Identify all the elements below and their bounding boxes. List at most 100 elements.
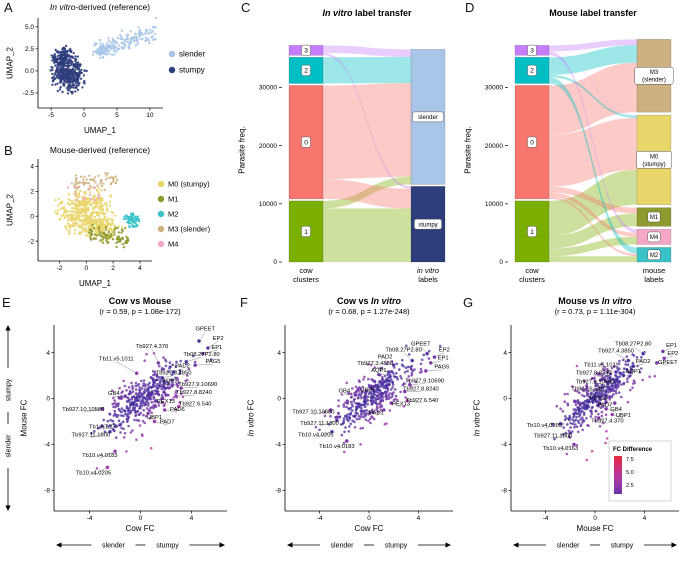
gene-point — [205, 345, 210, 351]
panel-b-title: Mouse-derived (reference) — [10, 145, 190, 155]
panel-a: A In vitro-derived (reference) UMAP_2 UM… — [0, 0, 233, 141]
stratum-label: (stumpy) — [642, 162, 665, 168]
gene-label: EP1 — [666, 343, 677, 349]
arrow-left-icon — [56, 542, 62, 548]
flow-0-M1 — [549, 186, 637, 214]
gene-label: Tb927.11.1800 — [300, 421, 339, 427]
gene-label: Tb927.4.3850 — [598, 349, 634, 355]
flow-2-M3 — [549, 45, 637, 75]
gene-label: EP1 — [438, 355, 449, 361]
gene-point — [146, 411, 151, 416]
gene-label: Tb927.3.4850 — [357, 361, 393, 367]
gene-label: GPEET — [196, 327, 216, 333]
alluvial-flows — [323, 45, 411, 262]
title-rest: label transfer — [352, 8, 412, 18]
gene-label: Tb927.6.540 — [571, 386, 604, 392]
direction-label-stumpy: stumpy — [5, 378, 12, 401]
x-tick-label: 0 — [139, 515, 143, 522]
gene-label: Tb08.27P2.80 — [385, 347, 421, 353]
y-tick-label: 4 — [46, 350, 50, 357]
direction-label-slender: slender — [557, 542, 581, 549]
stratum-label: 0 — [530, 140, 534, 147]
gene-label: Tb927.10.10580 — [62, 407, 104, 413]
stratum-label: 3 — [530, 48, 534, 55]
gene-label: Tb10.v4.0205 — [298, 432, 333, 438]
flow-3-M3 — [549, 39, 637, 52]
panel-c-ylabel: Parasite freq. — [238, 126, 247, 174]
gene-label: PAD2 — [378, 354, 393, 360]
gene-point — [160, 375, 165, 380]
x-tick-label: 0 — [82, 112, 86, 119]
legend-gradient-bar — [614, 456, 622, 494]
gene-point — [152, 419, 157, 424]
panel-e-xlabel: Cow FC — [125, 524, 155, 533]
gene-point — [193, 363, 198, 368]
gene-label: GB4 — [108, 391, 120, 397]
gene-point — [391, 363, 396, 368]
axis-label-line1: cow — [299, 266, 313, 275]
axis-label-line2: labels — [644, 274, 664, 284]
gene-label: GB4 — [338, 389, 350, 395]
panel-f-subtitle: (r = 0.68, p = 1.27e-248) — [328, 307, 410, 316]
legend-swatch — [168, 50, 176, 58]
title-italic: In vitro — [371, 296, 402, 306]
x-tick-label: 4 — [138, 265, 142, 272]
ylabel-italic: In vitro — [472, 412, 482, 437]
gene-point — [171, 370, 176, 375]
direction-label-stumpy: stumpy — [156, 542, 179, 549]
gene-label: Tb927.4.370 — [591, 419, 624, 425]
umap-cluster-M2 — [122, 212, 141, 229]
gene-label: PEX13 — [590, 396, 608, 402]
panel-d-right-axis-label: mouse labels — [623, 266, 685, 284]
y-tick-label: 0 — [273, 259, 277, 266]
y-tick-label: 10000 — [259, 201, 277, 208]
y-tick-label: -8 — [501, 488, 507, 495]
gene-label: PAD7 — [598, 403, 613, 409]
axes: -4 0 4 -8 -4 0 4 — [44, 325, 227, 522]
gene-point — [425, 351, 430, 356]
gene-label: Tb927.6.540 — [406, 398, 439, 404]
gene-point — [610, 383, 615, 388]
axes: -4 0 4 -8 -4 0 4 — [275, 325, 453, 522]
direction-label-stumpy: stumpy — [611, 542, 634, 549]
gene-point — [334, 418, 339, 423]
y-tick-label: 20000 — [259, 143, 277, 150]
gene-point — [184, 359, 189, 364]
gene-point — [571, 442, 577, 447]
panel-g: G Mouse vs In vitro (r = 0.73, p = 1.11e… — [459, 293, 685, 564]
flow-0-slender — [323, 83, 411, 180]
gene-point — [428, 360, 433, 365]
panel-c-right-axis-label: in vitro labels — [397, 266, 459, 284]
flow-3-slender — [323, 45, 411, 57]
panel-e: E Cow vs Mouse (r = 0.59, p = 1.08e-172)… — [0, 293, 233, 564]
umap-cluster-M1 — [88, 224, 130, 249]
gene-point — [641, 351, 646, 356]
gene-point — [613, 370, 619, 375]
gene-point — [654, 360, 659, 365]
legend-label: M4 — [168, 240, 178, 249]
direction-label-slender: slender — [5, 434, 12, 458]
y-tick-label: 0 — [277, 396, 281, 403]
x-tick-label: -4 — [87, 515, 93, 522]
ylabel-text: UMAP_2 — [5, 46, 15, 80]
gene-point — [610, 412, 615, 417]
legend-label: slender — [179, 50, 206, 59]
arrow-left-icon — [287, 542, 293, 548]
gene-label: Tb08.27P2.80 — [615, 342, 651, 348]
gene-label: UBP1 — [147, 415, 162, 421]
axes: -5 0 5 10 -2.5 0.0 2.5 5.0 — [23, 18, 163, 119]
stratum-label: M0 — [650, 154, 659, 160]
gene-label: EP2 — [213, 336, 224, 342]
gene-point — [410, 358, 415, 363]
gene-point — [100, 406, 105, 411]
panel-c-left-axis-label: cow clusters — [275, 266, 337, 284]
gene-point — [660, 349, 665, 354]
panel-d-ylabel: Parasite freq. — [464, 126, 473, 174]
ylabel-text: FC — [246, 399, 256, 413]
ylabel-text: Mouse FC — [19, 399, 29, 437]
arrow-left-icon — [513, 542, 519, 548]
panel-a-xlabel: UMAP_1 — [83, 126, 116, 135]
